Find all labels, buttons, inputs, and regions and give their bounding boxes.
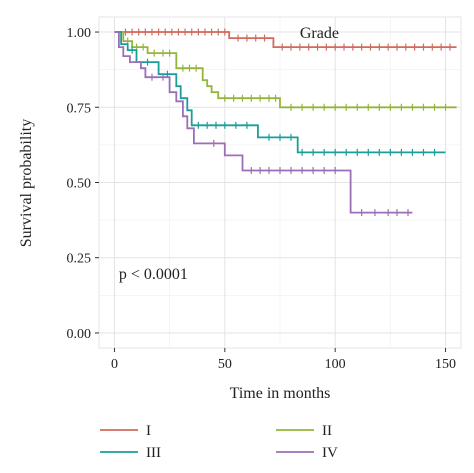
y-axis-title: Survival probability [18, 119, 35, 247]
series-line-IV [114, 31, 413, 214]
series-line-III [114, 31, 446, 154]
legend-label-IV: IV [322, 445, 338, 461]
legend-label-II: II [322, 423, 332, 439]
x-tick-label: 100 [325, 357, 346, 372]
p-value-annotation: p < 0.0001 [119, 266, 188, 283]
x-axis-title: Time in months [230, 385, 331, 402]
grid [99, 17, 461, 348]
y-tick-label: 0.50 [67, 177, 92, 192]
y-tick-label: 0.00 [67, 327, 92, 342]
series-line-II [114, 31, 457, 109]
series-IV [114, 31, 413, 217]
series-layer [114, 28, 457, 217]
axes: 0 50 100 150 0.00 0.25 0.50 0.75 1.00 [67, 26, 457, 372]
legend-title-annotation: Grade [300, 25, 339, 42]
x-tick-label: 0 [111, 357, 118, 372]
y-tick-label: 0.75 [67, 101, 92, 116]
legend-label-III: III [146, 445, 161, 461]
x-tick-label: 50 [218, 357, 232, 372]
series-III [114, 31, 446, 156]
y-tick-label: 1.00 [67, 26, 92, 41]
series-I [114, 28, 457, 51]
x-tick-label: 150 [435, 357, 456, 372]
legend-label-I: I [146, 423, 151, 439]
y-tick-label: 0.25 [67, 252, 92, 267]
